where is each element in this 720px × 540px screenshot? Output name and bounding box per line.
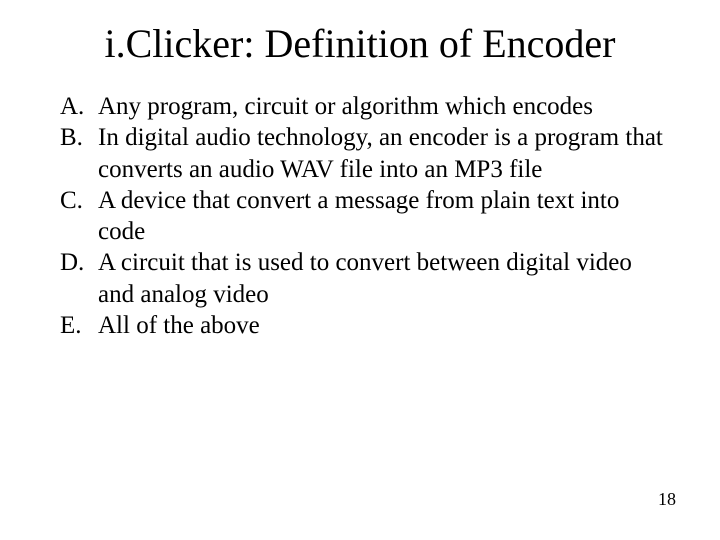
option-letter: D. [60, 247, 98, 310]
option-letter: C. [60, 185, 98, 248]
option-text: A circuit that is used to convert betwee… [98, 247, 670, 310]
slide-title: i.Clicker: Definition of Encoder [40, 20, 680, 67]
list-item: E. All of the above [60, 310, 670, 341]
option-text: Any program, circuit or algorithm which … [98, 91, 670, 122]
slide: i.Clicker: Definition of Encoder A. Any … [0, 0, 720, 540]
option-text: A device that convert a message from pla… [98, 185, 670, 248]
option-text: All of the above [98, 310, 670, 341]
option-text: In digital audio technology, an encoder … [98, 122, 670, 185]
list-item: B. In digital audio technology, an encod… [60, 122, 670, 185]
list-item: D. A circuit that is used to convert bet… [60, 247, 670, 310]
option-letter: E. [60, 310, 98, 341]
page-number: 18 [658, 489, 676, 510]
list-item: A. Any program, circuit or algorithm whi… [60, 91, 670, 122]
options-list: A. Any program, circuit or algorithm whi… [60, 91, 670, 341]
option-letter: A. [60, 91, 98, 122]
list-item: C. A device that convert a message from … [60, 185, 670, 248]
option-letter: B. [60, 122, 98, 185]
